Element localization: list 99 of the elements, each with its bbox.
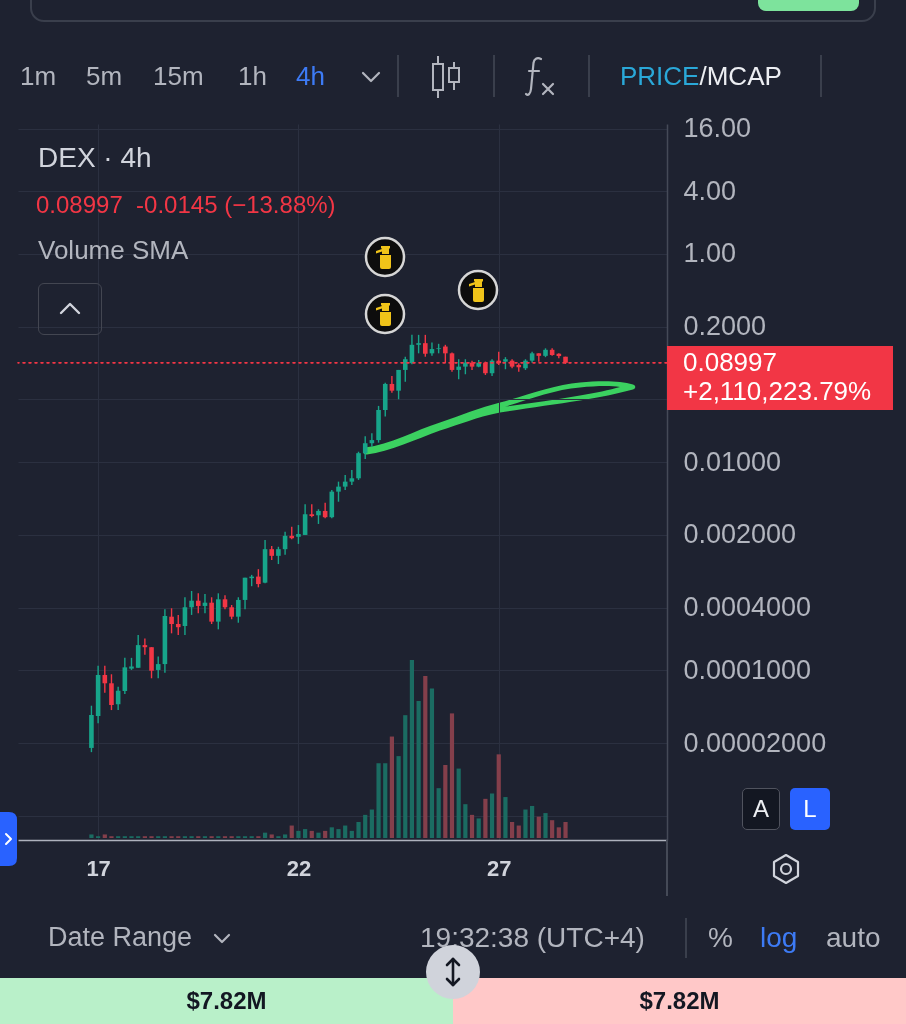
text: /MCAP [699,61,782,91]
candlestick [169,607,174,635]
bar [496,754,501,838]
candlestick [296,524,301,545]
text: 19:32:38 (UTC+4) [420,922,645,954]
candlestick [402,356,408,383]
bar [409,660,415,838]
bar [523,809,528,838]
text: auto [826,922,881,954]
bar [443,765,448,838]
text: % [708,922,733,954]
y-tick-label: 0.0001000 [683,654,812,685]
x-tick-label: 22 [286,855,312,881]
candlestick [396,369,401,400]
bar [309,830,314,838]
text: 0.08997 -0.0145 (−13.88%) [36,191,336,219]
y-tick-label: 16.00 [683,113,752,144]
bar [476,818,481,838]
bar [463,804,468,838]
y-tick-label: 0.0004000 [683,592,812,623]
bar [483,798,488,838]
bar [383,763,388,838]
bar [329,827,334,838]
text: L [790,788,830,830]
bar [396,756,401,838]
bar [516,825,521,838]
text: PRICE [620,61,700,91]
text: 4h [296,61,325,91]
candlestick [416,334,421,355]
candlestick [149,646,154,679]
bar [323,830,328,838]
bar [503,797,508,838]
bar [556,827,561,838]
bar [469,814,475,838]
candlestick [195,592,201,614]
text: log [760,922,798,954]
bar [336,829,341,838]
bar [509,821,515,838]
candlestick [216,592,221,631]
bar [536,816,541,838]
bar [89,834,94,838]
bar [363,814,368,838]
ref-line-label: 0.08997 +2,110,223.79% [667,345,893,410]
candlestick [256,568,261,589]
bar [403,715,408,838]
bar [530,805,535,838]
text: 5m [86,61,123,91]
bar [343,825,348,838]
y-tick-label: 0.002000 [683,519,797,550]
text: 1h [238,61,267,91]
bar [550,820,555,838]
candlestick [336,480,341,503]
text: $7.82M [0,978,453,1024]
candlestick [349,469,355,486]
bar [102,834,107,838]
text: 15m [153,61,204,91]
bar [262,832,268,838]
bar [356,821,361,838]
bar [303,829,308,838]
bar [369,809,374,838]
y-tick-label: 1.00 [683,238,737,269]
text: DEX · 4h [38,142,152,174]
candlestick [362,435,368,460]
bar [563,821,568,838]
bar [269,834,274,838]
y-tick-label: 4.00 [683,175,737,206]
text: Date Range [48,922,193,953]
candlestick [209,596,214,625]
bar [282,834,288,838]
bar [349,830,354,838]
y-tick-label: 0.2000 [683,311,767,342]
bar [423,676,428,838]
bar [436,788,441,838]
x-tick-label: 17 [86,855,111,881]
bar [456,768,461,838]
candlestick [236,596,241,624]
candlestick [189,590,194,616]
candlestick [423,334,428,358]
text: A [742,788,780,830]
bar [289,825,294,838]
y-tick-label: 0.01000 [683,446,782,477]
text: $7.82M [453,978,906,1024]
bar [296,830,301,838]
text: 1m [20,61,57,91]
annotation: Volume SMA [38,235,189,265]
x-tick-label: 27 [487,855,512,881]
candlestick [109,673,114,711]
candlestick [155,655,161,679]
bar [489,793,495,838]
bar [416,700,421,838]
bar [543,813,548,838]
bar [316,832,321,838]
bar [376,763,381,838]
bar [449,713,455,838]
bar [429,688,435,838]
y-tick-label: 0.00002000 [683,727,827,758]
bar [389,736,394,838]
candlestick [456,358,461,380]
candlestick [175,614,181,636]
